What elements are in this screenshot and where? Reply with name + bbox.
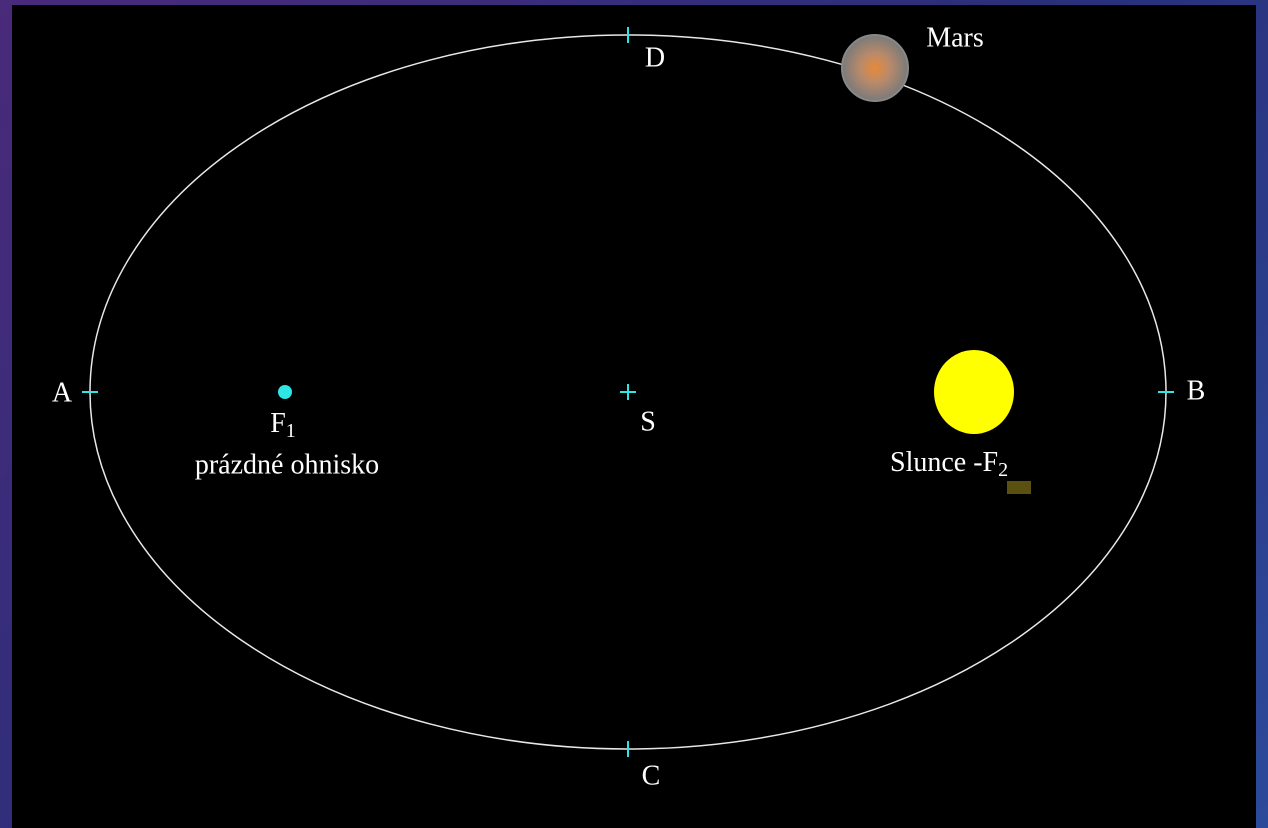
label-mars: Mars bbox=[926, 22, 984, 53]
label-c: C bbox=[642, 760, 661, 791]
label-s: S bbox=[640, 406, 656, 437]
label-sun: Slunce -F2 bbox=[890, 447, 1008, 480]
diagram: A B D C S F1 prázdné ohnisko Mars Slunce… bbox=[0, 0, 1268, 828]
label-sun-main: Slunce -F bbox=[890, 447, 998, 478]
sun bbox=[934, 350, 1014, 434]
mars bbox=[842, 35, 908, 101]
label-sun-sub: 2 bbox=[998, 459, 1008, 481]
marker bbox=[1007, 481, 1031, 494]
canvas bbox=[12, 5, 1256, 828]
empty-focus bbox=[278, 385, 292, 399]
label-f1-caption: prázdné ohnisko bbox=[195, 449, 379, 480]
label-b: B bbox=[1187, 375, 1206, 406]
label-f1-sub: 1 bbox=[286, 420, 296, 442]
label-a: A bbox=[52, 377, 73, 408]
page: A B D C S F1 prázdné ohnisko Mars Slunce… bbox=[0, 0, 1268, 828]
label-f1-main: F bbox=[270, 408, 286, 439]
label-d: D bbox=[645, 42, 665, 73]
